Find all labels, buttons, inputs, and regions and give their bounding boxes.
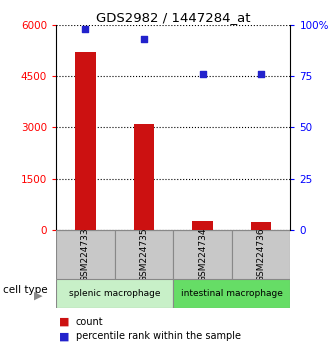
- Text: ▶: ▶: [34, 290, 42, 301]
- Point: [258, 71, 264, 77]
- Point: [200, 71, 205, 77]
- Bar: [134, 124, 154, 230]
- Point: [83, 26, 88, 32]
- Text: ■: ■: [59, 317, 70, 327]
- Text: cell type: cell type: [3, 285, 48, 295]
- Text: percentile rank within the sample: percentile rank within the sample: [76, 331, 241, 341]
- Text: GSM224734: GSM224734: [198, 227, 207, 282]
- Bar: [115, 230, 173, 279]
- Title: GDS2982 / 1447284_at: GDS2982 / 1447284_at: [96, 11, 250, 24]
- Bar: [56, 230, 115, 279]
- Bar: [192, 222, 213, 230]
- Bar: [75, 52, 96, 230]
- Bar: [173, 279, 290, 308]
- Bar: [232, 230, 290, 279]
- Bar: [251, 222, 271, 230]
- Text: splenic macrophage: splenic macrophage: [69, 289, 160, 298]
- Text: GSM224733: GSM224733: [81, 227, 90, 282]
- Text: count: count: [76, 317, 104, 327]
- Point: [141, 36, 147, 42]
- Text: ■: ■: [59, 331, 70, 341]
- Text: GSM224735: GSM224735: [140, 227, 148, 282]
- Bar: [56, 279, 173, 308]
- Bar: [173, 230, 232, 279]
- Text: intestinal macrophage: intestinal macrophage: [181, 289, 283, 298]
- Text: GSM224736: GSM224736: [257, 227, 266, 282]
